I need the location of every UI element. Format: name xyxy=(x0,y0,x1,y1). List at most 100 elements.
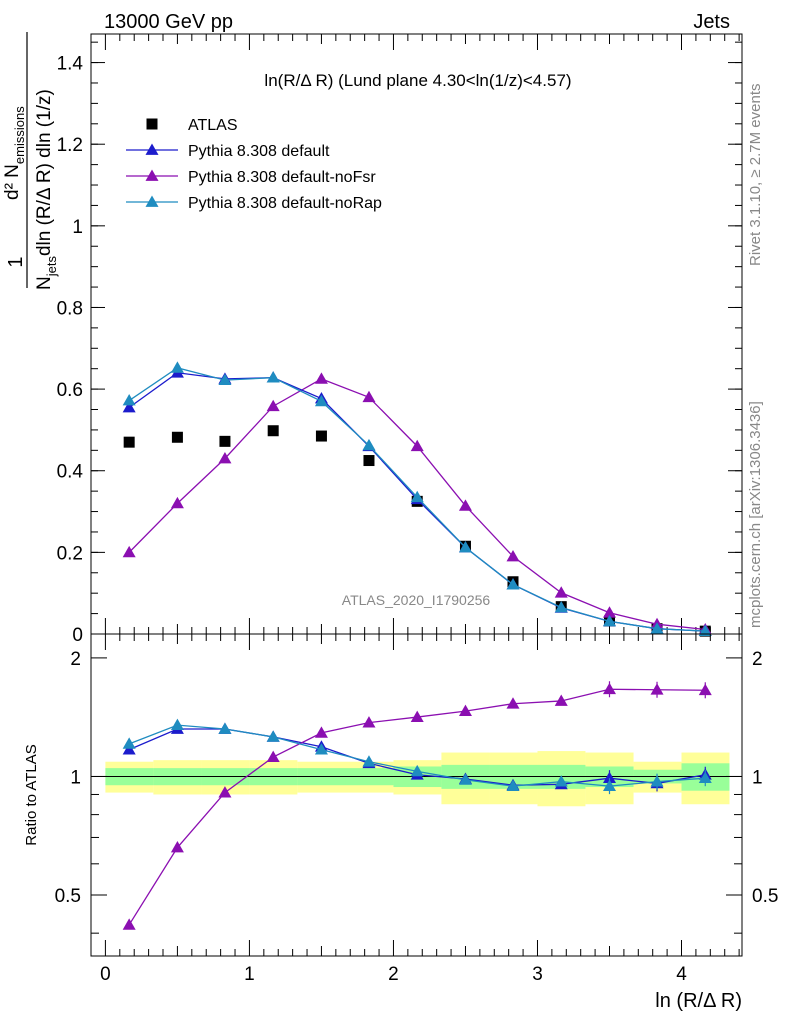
data-point xyxy=(314,394,328,407)
header-energy-label: 13000 GeV pp xyxy=(104,11,233,33)
main-y-tick-label: 0.4 xyxy=(57,462,84,483)
data-point xyxy=(122,918,136,930)
main-y-axis-ticks: 0 0.2 0.4 0.6 0.8 1 1.2 1.4 xyxy=(57,41,742,646)
data-point xyxy=(602,614,616,627)
data-point xyxy=(122,400,136,413)
data-point xyxy=(410,439,424,452)
data-point xyxy=(219,435,231,447)
data-point xyxy=(363,455,375,467)
data-point xyxy=(170,361,184,373)
main-y-tick-label: 0.6 xyxy=(57,380,83,401)
data-point xyxy=(458,540,472,553)
legend-entry: Pythia 8.308 default-noRap xyxy=(126,195,382,212)
data-point xyxy=(171,431,183,443)
ratio-plot-frame xyxy=(90,633,743,957)
data-point xyxy=(218,373,232,385)
main-y-tick-label: 0 xyxy=(72,625,83,646)
ratio-series-pythia-8-308-default-nofsr xyxy=(122,681,712,930)
data-point xyxy=(122,743,136,755)
main-panel: 0 0.2 0.4 0.6 0.8 1 1.2 1.4 ln(R/Δ R) (Lund pla… xyxy=(57,33,743,646)
main-series-group xyxy=(122,361,712,637)
x-tick-label: 0 xyxy=(100,964,111,985)
data-point xyxy=(554,586,568,598)
ratio-y-tick-label: 2 xyxy=(70,649,81,670)
main-series-pythia-8-308-default-norap xyxy=(122,361,712,637)
data-point xyxy=(410,764,424,777)
main-y-tick-label: 0.8 xyxy=(57,298,83,319)
data-point xyxy=(267,425,279,437)
data-point xyxy=(458,773,472,785)
x-tick-label: 3 xyxy=(532,964,543,985)
legend-label: ATLAS xyxy=(188,117,238,134)
data-point xyxy=(506,697,520,709)
ratio-y-tick-label-right: 2 xyxy=(752,649,763,670)
legend-marker xyxy=(145,195,159,207)
data-point xyxy=(602,771,616,784)
data-point xyxy=(362,716,376,728)
legend-entry: Pythia 8.308 default xyxy=(126,143,330,160)
ratio-y-tick-label-right: 0.5 xyxy=(752,886,778,907)
main-series-pythia-8-308-default-nofsr xyxy=(122,372,712,635)
data-point xyxy=(698,683,712,696)
header-jets-label: Jets xyxy=(693,11,730,33)
data-point xyxy=(218,451,232,464)
data-point xyxy=(218,722,232,734)
ratio-y-tick-label: 0.5 xyxy=(55,886,81,907)
data-point xyxy=(650,683,664,695)
data-point xyxy=(362,755,376,767)
legend-label: Pythia 8.308 default-noFsr xyxy=(188,169,376,186)
x-tick-label: 4 xyxy=(676,964,687,985)
ratio-y-axis-label: Ratio to ATLAS xyxy=(23,744,40,845)
data-point xyxy=(315,430,327,442)
data-point xyxy=(506,779,520,792)
data-point xyxy=(698,624,712,637)
data-point xyxy=(218,786,232,798)
data-point xyxy=(554,775,568,787)
rivet-version-label: Rivet 3.1.10, ≥ 2.7M events xyxy=(747,84,764,267)
data-point xyxy=(122,394,136,406)
main-y-label-d2n: d² Nemissions xyxy=(2,106,27,200)
data-point xyxy=(170,718,184,730)
data-point xyxy=(314,372,328,384)
data-point xyxy=(698,771,712,784)
data-point xyxy=(123,436,135,448)
data-point xyxy=(602,682,616,695)
data-point xyxy=(314,743,328,755)
ratio-x-axis-ticks: 0 1 2 3 4 xyxy=(100,634,740,985)
data-point xyxy=(458,704,472,717)
legend: ATLAS Pythia 8.308 default Pythia 8.308 de… xyxy=(126,117,382,212)
ratio-series-pythia-8-308-default-norap xyxy=(122,718,712,795)
main-y-axis-label: 1 d² Nemissions Njetsdln (R/Δ R) dln (1/… xyxy=(2,32,59,290)
ratio-series-group xyxy=(122,681,712,930)
data-point xyxy=(362,438,376,451)
legend-marker xyxy=(145,143,159,155)
legend-marker xyxy=(145,169,159,181)
data-point xyxy=(122,545,136,558)
main-y-tick-label: 0.2 xyxy=(57,543,83,564)
data-point xyxy=(602,779,616,792)
x-tick-label: 2 xyxy=(388,964,399,985)
main-y-tick-label: 1.4 xyxy=(57,54,84,75)
x-axis-label: ln (R/Δ R) xyxy=(655,990,742,1012)
data-point xyxy=(554,694,568,706)
x-tick-label: 1 xyxy=(244,964,255,985)
data-point xyxy=(122,737,136,749)
data-point xyxy=(266,730,280,742)
mcplots-citation-label: mcplots.cern.ch [arXiv:1306.3436] xyxy=(747,401,764,628)
data-point xyxy=(650,775,664,787)
analysis-watermark: ATLAS_2020_I1790256 xyxy=(342,592,491,608)
data-point xyxy=(410,490,424,503)
data-point xyxy=(170,496,184,509)
data-point xyxy=(266,750,280,762)
ratio-y-tick-label: 1 xyxy=(70,767,81,788)
main-y-tick-label: 1 xyxy=(72,217,83,238)
legend-label: Pythia 8.308 default xyxy=(188,143,330,160)
data-point xyxy=(362,390,376,403)
legend-entry: ATLAS xyxy=(146,117,238,134)
main-y-label-jets: Njetsdln (R/Δ R) dln (1/z) xyxy=(34,89,59,290)
data-point xyxy=(458,499,472,511)
ratio-panel: 0.5 0.5 1 1 2 2 0 1 2 3 4 Ratio to ATLAS ln (R/Δ … xyxy=(23,633,778,1012)
ratio-y-tick-label-right: 1 xyxy=(752,767,763,788)
ratio-y-axis-ticks: 0.5 0.5 1 1 2 2 xyxy=(55,649,778,934)
